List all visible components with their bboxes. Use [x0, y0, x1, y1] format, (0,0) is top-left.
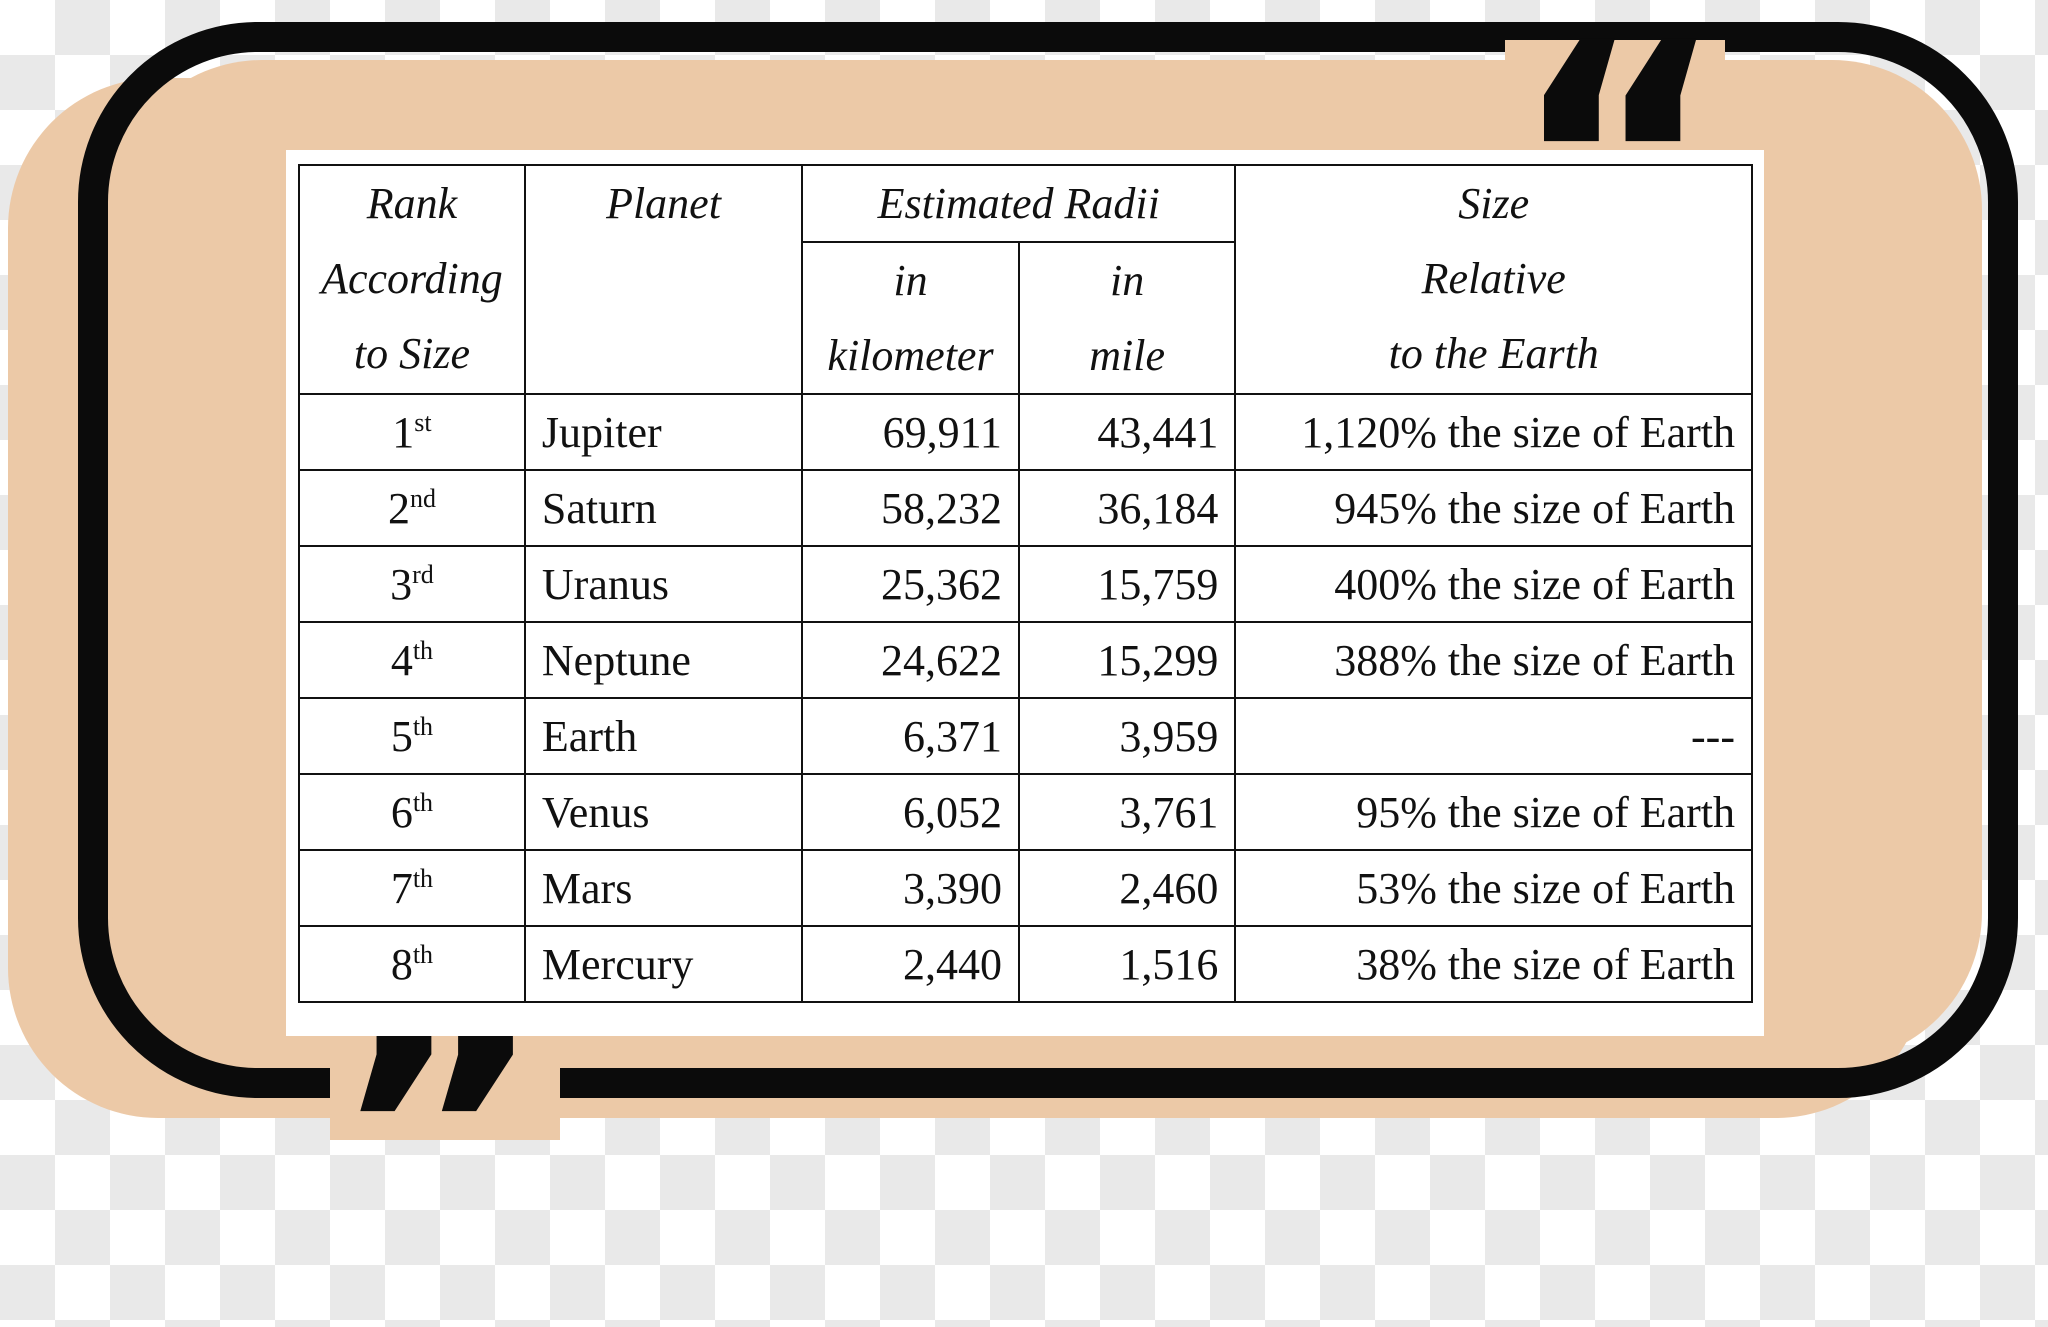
km-cell: 69,911	[801, 393, 1020, 471]
relative-size-cell: ---	[1234, 697, 1753, 775]
open-quote-backdrop	[1505, 40, 1725, 150]
planet-cell: Saturn	[523, 469, 804, 547]
mile-cell: 1,516	[1017, 925, 1237, 1003]
relative-size-cell: 1,120% the size of Earth	[1234, 393, 1753, 471]
header-mile: in mile	[1017, 241, 1237, 395]
km-cell: 6,052	[801, 773, 1020, 851]
mile-cell: 36,184	[1017, 469, 1237, 547]
header-size-relative: Size Relative to the Earth	[1234, 164, 1753, 395]
mile-cell: 43,441	[1017, 393, 1237, 471]
relative-size-cell: 95% the size of Earth	[1234, 773, 1753, 851]
planet-cell: Earth	[523, 697, 804, 775]
rank-cell: 5th	[298, 697, 526, 775]
relative-size-cell: 945% the size of Earth	[1234, 469, 1753, 547]
planet-cell: Mercury	[523, 925, 804, 1003]
table-row: 6th Venus 6,052 3,761 95% the size of Ea…	[298, 773, 1753, 851]
km-cell: 6,371	[801, 697, 1020, 775]
planet-cell: Uranus	[523, 545, 804, 623]
table-row: 5th Earth 6,371 3,959 ---	[298, 697, 1753, 775]
rank-cell: 6th	[298, 773, 526, 851]
table-row: 1st Jupiter 69,911 43,441 1,120% the siz…	[298, 393, 1753, 471]
header-rank: Rank According to Size	[298, 164, 526, 395]
km-cell: 3,390	[801, 849, 1020, 927]
close-quote-backdrop	[330, 1030, 560, 1140]
header-planet: Planet	[523, 164, 804, 395]
table-card: Rank According to Size Planet Estimated …	[286, 150, 1764, 1036]
rank-cell: 2nd	[298, 469, 526, 547]
rank-cell: 8th	[298, 925, 526, 1003]
rank-cell: 7th	[298, 849, 526, 927]
relative-size-cell: 38% the size of Earth	[1234, 925, 1753, 1003]
rank-cell: 3rd	[298, 545, 526, 623]
planet-cell: Jupiter	[523, 393, 804, 471]
planet-cell: Venus	[523, 773, 804, 851]
mile-cell: 3,761	[1017, 773, 1237, 851]
relative-size-cell: 400% the size of Earth	[1234, 545, 1753, 623]
planets-table: Rank According to Size Planet Estimated …	[298, 164, 1753, 1003]
planet-cell: Neptune	[523, 621, 804, 699]
km-cell: 58,232	[801, 469, 1020, 547]
rank-cell: 4th	[298, 621, 526, 699]
table-row: 4th Neptune 24,622 15,299 388% the size …	[298, 621, 1753, 699]
planet-cell: Mars	[523, 849, 804, 927]
mile-cell: 2,460	[1017, 849, 1237, 927]
relative-size-cell: 388% the size of Earth	[1234, 621, 1753, 699]
relative-size-cell: 53% the size of Earth	[1234, 849, 1753, 927]
header-estimated-radii: Estimated Radii	[801, 164, 1237, 243]
km-cell: 24,622	[801, 621, 1020, 699]
table-row: 3rd Uranus 25,362 15,759 400% the size o…	[298, 545, 1753, 623]
table-row: 2nd Saturn 58,232 36,184 945% the size o…	[298, 469, 1753, 547]
mile-cell: 15,759	[1017, 545, 1237, 623]
table-row: 8th Mercury 2,440 1,516 38% the size of …	[298, 925, 1753, 1003]
quote-frame-border	[78, 22, 2018, 1098]
mile-cell: 15,299	[1017, 621, 1237, 699]
header-kilometer: in kilometer	[801, 241, 1020, 395]
mile-cell: 3,959	[1017, 697, 1237, 775]
km-cell: 25,362	[801, 545, 1020, 623]
km-cell: 2,440	[801, 925, 1020, 1003]
rank-cell: 1st	[298, 393, 526, 471]
table-row: 7th Mars 3,390 2,460 53% the size of Ear…	[298, 849, 1753, 927]
